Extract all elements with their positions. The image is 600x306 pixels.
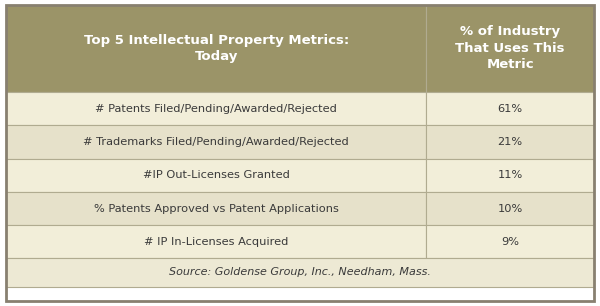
Bar <box>427 92 594 125</box>
Bar <box>6 258 594 286</box>
Bar <box>427 192 594 225</box>
Bar <box>6 92 427 125</box>
Text: 9%: 9% <box>501 237 519 247</box>
Text: # IP In-Licenses Acquired: # IP In-Licenses Acquired <box>144 237 289 247</box>
Text: Top 5 Intellectual Property Metrics:
Today: Top 5 Intellectual Property Metrics: Tod… <box>83 34 349 63</box>
Text: #IP Out-Licenses Granted: #IP Out-Licenses Granted <box>143 170 290 180</box>
Text: % Patents Approved vs Patent Applications: % Patents Approved vs Patent Application… <box>94 203 338 214</box>
Text: % of Industry
That Uses This
Metric: % of Industry That Uses This Metric <box>455 25 565 71</box>
Bar <box>427 159 594 192</box>
Text: 10%: 10% <box>497 203 523 214</box>
Text: Source: Goldense Group, Inc., Needham, Mass.: Source: Goldense Group, Inc., Needham, M… <box>169 267 431 278</box>
Text: # Trademarks Filed/Pending/Awarded/Rejected: # Trademarks Filed/Pending/Awarded/Rejec… <box>83 137 349 147</box>
Bar <box>6 125 427 159</box>
Bar <box>427 225 594 258</box>
Bar <box>6 5 427 92</box>
Bar <box>6 225 427 258</box>
Bar <box>427 5 594 92</box>
Text: 11%: 11% <box>497 170 523 180</box>
Bar <box>6 192 427 225</box>
Text: 61%: 61% <box>497 104 523 114</box>
Text: # Patents Filed/Pending/Awarded/Rejected: # Patents Filed/Pending/Awarded/Rejected <box>95 104 337 114</box>
Bar <box>6 159 427 192</box>
Bar <box>427 125 594 159</box>
Text: 21%: 21% <box>497 137 523 147</box>
